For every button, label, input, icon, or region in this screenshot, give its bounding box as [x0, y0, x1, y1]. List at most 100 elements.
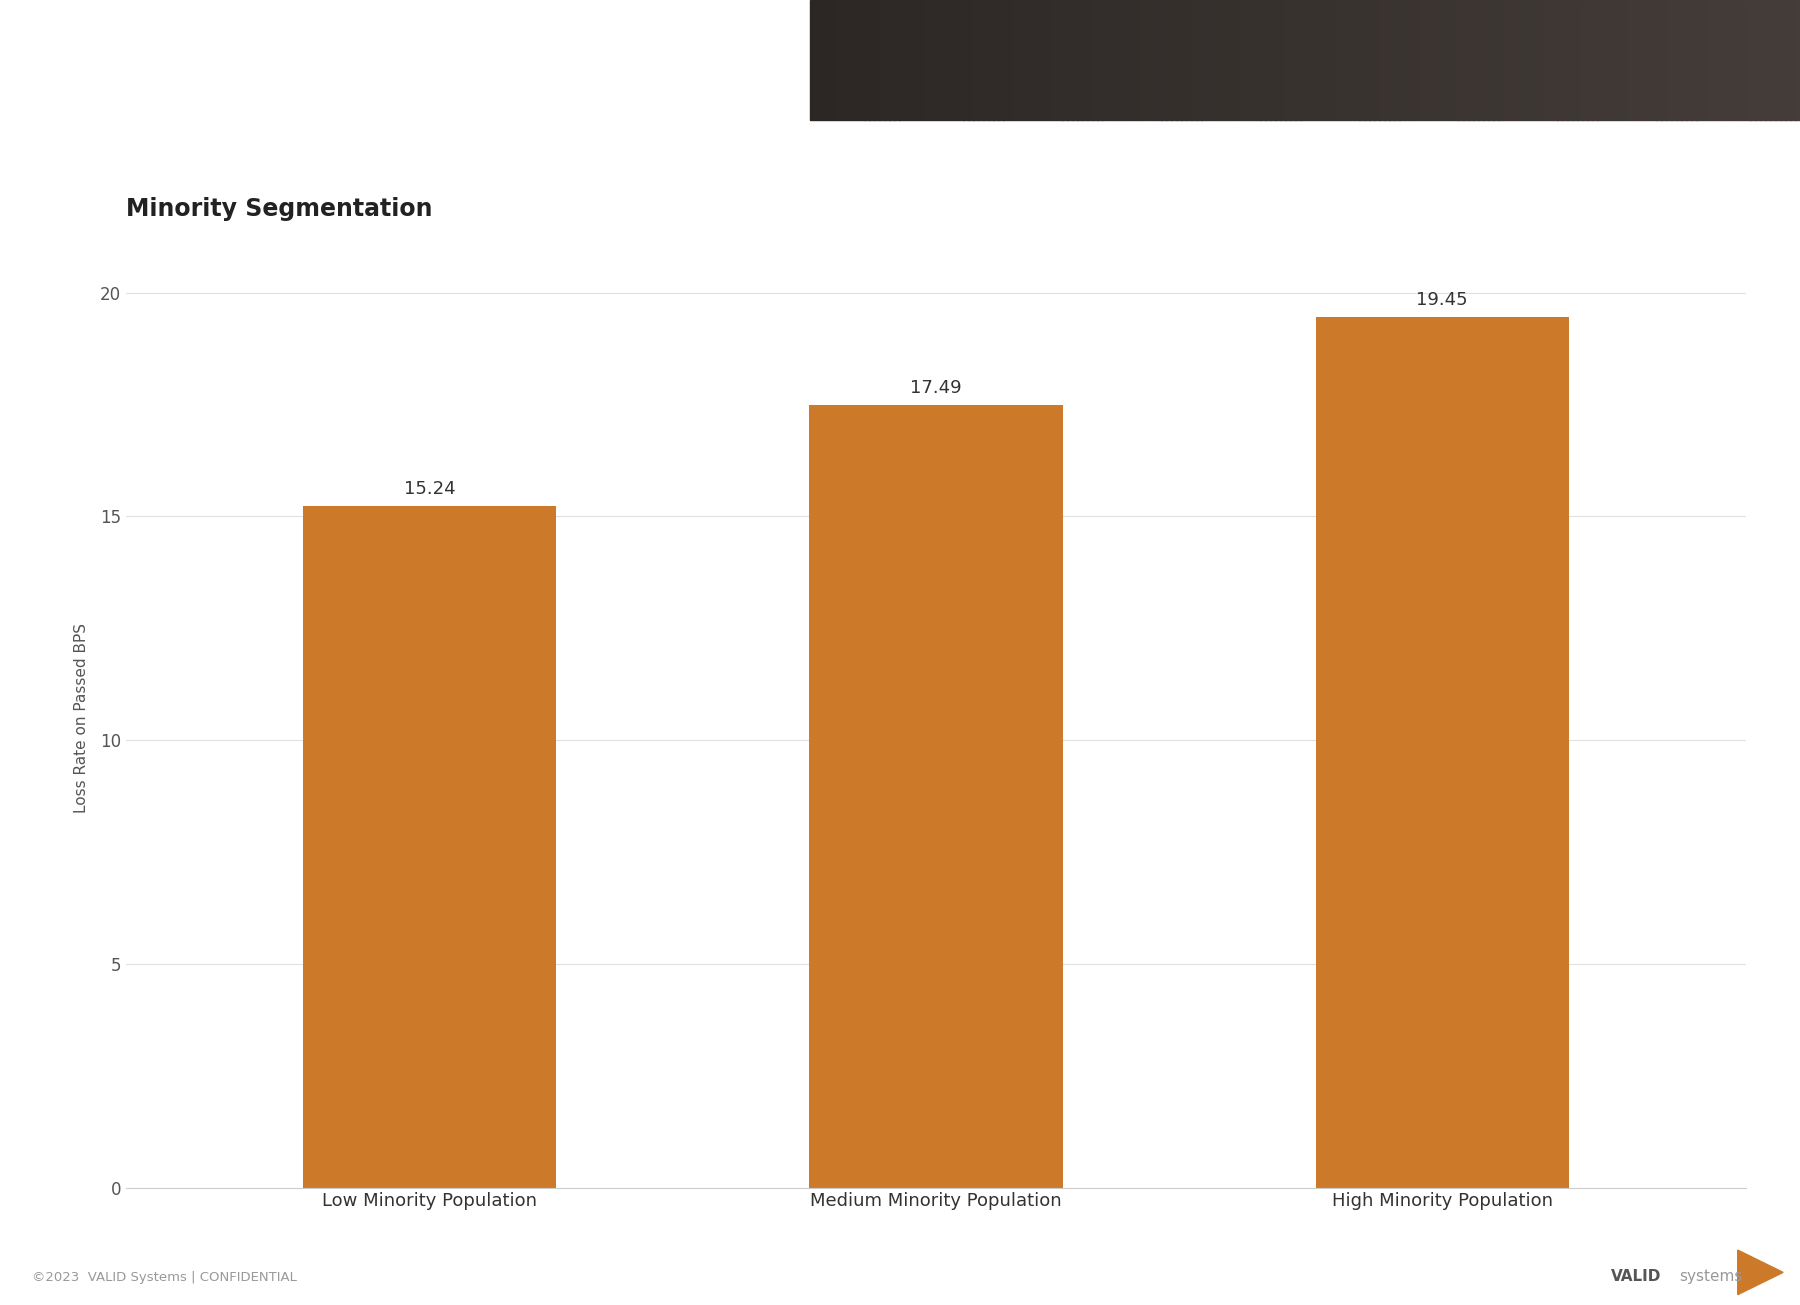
Bar	[1152, 0, 1157, 120]
Bar	[943, 0, 949, 120]
Bar	[1339, 0, 1345, 120]
Bar	[1280, 0, 1285, 120]
Bar	[974, 0, 979, 120]
Bar	[855, 0, 860, 120]
Bar	[884, 0, 889, 120]
Bar	[1271, 0, 1276, 120]
Bar	[994, 0, 999, 120]
Bar	[1512, 0, 1519, 120]
Bar	[934, 0, 940, 120]
Bar	[1418, 0, 1424, 120]
Bar	[1186, 0, 1192, 120]
Bar	[1616, 0, 1622, 120]
Bar	[1022, 0, 1028, 120]
Bar	[1116, 0, 1123, 120]
Bar	[1726, 0, 1732, 120]
Bar	[1138, 0, 1143, 120]
Bar	[1607, 0, 1613, 120]
Bar	[1735, 0, 1741, 120]
Bar	[810, 405, 1062, 1188]
Bar	[1444, 0, 1449, 120]
Bar	[1766, 0, 1771, 120]
Bar	[1310, 0, 1316, 120]
Bar	[1192, 0, 1197, 120]
Bar	[1206, 0, 1211, 120]
Bar	[968, 0, 974, 120]
Bar	[1433, 0, 1440, 120]
Bar	[1755, 0, 1760, 120]
Bar	[1721, 0, 1726, 120]
Bar	[1256, 0, 1260, 120]
Bar	[1285, 0, 1291, 120]
Bar	[1696, 0, 1701, 120]
Bar	[1354, 0, 1361, 120]
Bar	[1652, 0, 1658, 120]
Bar	[1033, 0, 1039, 120]
Bar	[1528, 0, 1534, 120]
Bar	[819, 0, 824, 120]
Bar	[1019, 0, 1022, 120]
Bar	[810, 0, 815, 120]
Bar	[1661, 0, 1667, 120]
Bar	[1102, 0, 1107, 120]
Bar	[1795, 0, 1800, 120]
Bar	[864, 0, 869, 120]
Bar	[1325, 0, 1330, 120]
Bar	[1631, 0, 1638, 120]
Bar	[844, 0, 850, 120]
Bar	[1305, 0, 1310, 120]
Text: systems: systems	[1679, 1270, 1742, 1284]
Bar	[1364, 0, 1370, 120]
Bar	[1508, 0, 1514, 120]
Bar	[1517, 0, 1523, 120]
Bar	[1562, 0, 1568, 120]
Bar	[1399, 0, 1404, 120]
Bar	[1613, 0, 1618, 120]
Bar	[1458, 0, 1463, 120]
Bar	[1274, 0, 1282, 120]
Bar	[1132, 0, 1138, 120]
Bar	[1415, 0, 1420, 120]
Bar	[1478, 0, 1483, 120]
Bar	[1127, 0, 1132, 120]
Bar	[954, 0, 959, 120]
Bar	[1107, 0, 1112, 120]
Bar	[1483, 0, 1489, 120]
Bar	[1251, 0, 1256, 120]
Bar	[1404, 0, 1409, 120]
Bar	[1260, 0, 1265, 120]
Bar	[1489, 0, 1494, 120]
Bar	[1336, 0, 1339, 120]
Bar	[1235, 0, 1242, 120]
Bar	[1667, 0, 1672, 120]
Bar	[1042, 0, 1048, 120]
Bar	[1642, 0, 1647, 120]
Bar	[1622, 0, 1627, 120]
Bar	[1647, 0, 1652, 120]
Text: 15.24: 15.24	[403, 480, 455, 497]
Bar	[1732, 0, 1735, 120]
Bar	[1177, 0, 1181, 120]
Bar	[1681, 0, 1687, 120]
Bar	[1008, 0, 1013, 120]
Bar	[1053, 0, 1058, 120]
Bar	[1300, 0, 1305, 120]
Bar	[1498, 0, 1503, 120]
Bar	[1359, 0, 1364, 120]
Bar	[1003, 0, 1008, 120]
Bar	[1390, 0, 1395, 120]
Bar	[824, 0, 830, 120]
Bar	[1157, 0, 1163, 120]
Bar	[1597, 0, 1602, 120]
Bar	[1082, 0, 1087, 120]
Polygon shape	[1737, 1250, 1784, 1295]
Bar	[1469, 0, 1474, 120]
Bar	[1067, 0, 1073, 120]
Bar	[1548, 0, 1553, 120]
Bar	[1073, 0, 1078, 120]
Bar	[1028, 0, 1033, 120]
Y-axis label: Loss Rate on Passed BPS: Loss Rate on Passed BPS	[74, 622, 88, 813]
Bar	[1217, 0, 1222, 120]
Bar	[1687, 0, 1692, 120]
Text: ©2023  VALID Systems | CONFIDENTIAL: ©2023 VALID Systems | CONFIDENTIAL	[32, 1271, 297, 1284]
